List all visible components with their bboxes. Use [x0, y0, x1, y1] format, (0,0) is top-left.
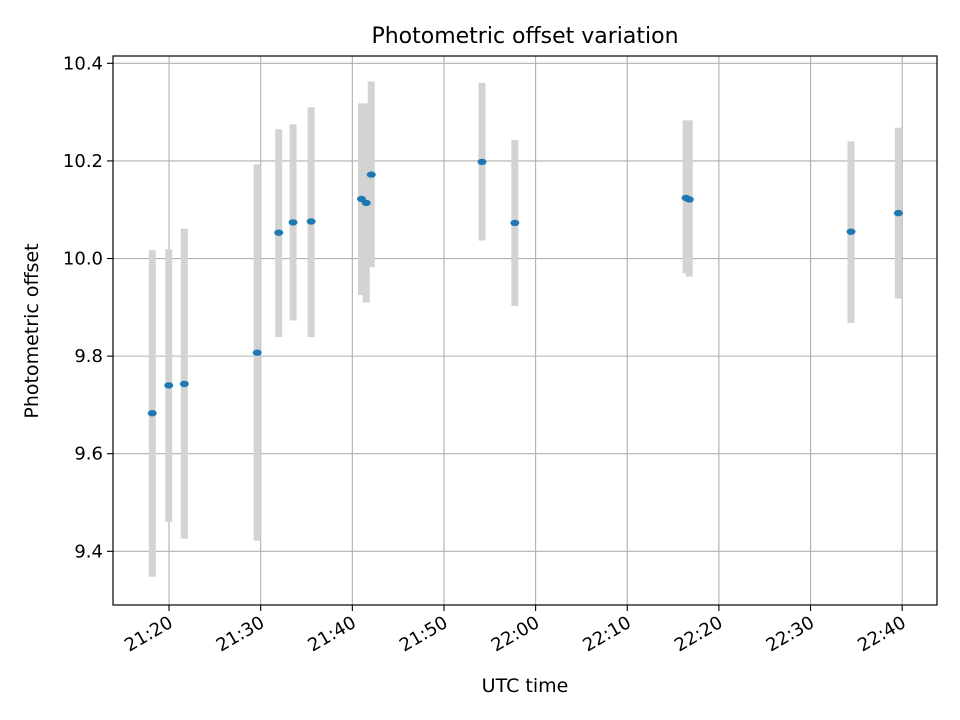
data-point [252, 349, 262, 356]
data-points [147, 158, 903, 417]
y-tick-label: 9.8 [74, 346, 103, 367]
data-point [893, 209, 903, 217]
data-point [147, 410, 157, 417]
y-tick-label: 10.0 [63, 249, 103, 270]
data-point [846, 228, 856, 235]
y-tick-label: 9.4 [74, 541, 103, 562]
chart-title: Photometric offset variation [371, 24, 678, 49]
data-point [510, 219, 520, 227]
data-point [361, 199, 371, 207]
y-axis-label: Photometric offset [21, 243, 43, 418]
y-tick-label: 9.6 [74, 444, 103, 465]
data-point [179, 380, 189, 388]
y-tick-label: 10.2 [63, 151, 103, 172]
grid-lines [113, 56, 937, 605]
data-point [366, 171, 376, 178]
data-point [288, 219, 298, 226]
data-point [477, 158, 487, 166]
plot-frame [112, 55, 938, 606]
data-point [684, 196, 694, 203]
y-tick-label: 10.4 [63, 53, 103, 74]
x-axis-label: UTC time [482, 675, 569, 697]
data-point [274, 229, 284, 236]
data-point [164, 382, 174, 389]
data-point [306, 218, 316, 225]
